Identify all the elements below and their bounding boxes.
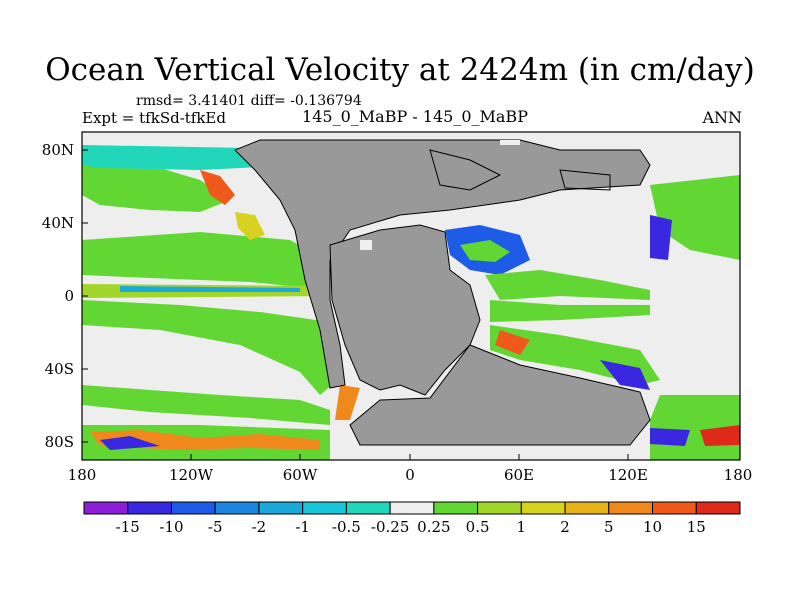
lon-tick-180e: 180 xyxy=(723,466,753,484)
colorbar-label: -1 xyxy=(295,518,310,536)
colorbar-swatch xyxy=(564,501,610,515)
southern-ocean-blue xyxy=(100,436,160,450)
colorbar-label: 10 xyxy=(642,518,663,536)
southern-ocean-green xyxy=(82,385,330,425)
indian-blue-patch xyxy=(600,360,650,390)
gondwana-west-land xyxy=(329,224,481,396)
season-label: ANN xyxy=(702,108,742,127)
experiment-label: Expt = tfkSd-tfkEd xyxy=(82,109,226,127)
indian-equatorial-green xyxy=(485,270,650,300)
north-pacific-green xyxy=(82,160,230,212)
laurasia-land xyxy=(234,139,651,389)
indian-band-green xyxy=(490,300,650,322)
colorbar-swatch xyxy=(652,501,697,515)
colorbar-label: 2 xyxy=(560,518,570,536)
southwest-pacific-red xyxy=(700,425,740,446)
lon-tick-0: 0 xyxy=(405,466,415,484)
pacific-south-band xyxy=(82,300,338,395)
colorbar-label: -15 xyxy=(115,518,140,536)
land-outline-north xyxy=(429,149,502,191)
lat-tick-80n: 80N xyxy=(41,141,74,159)
arctic-gap xyxy=(500,140,520,145)
indian-red-patch xyxy=(495,330,530,355)
center-label: 145_0_MaBP - 145_0_MaBP xyxy=(302,107,528,126)
colorbar-label: 0.25 xyxy=(417,518,451,536)
colorbar-swatch xyxy=(170,501,216,515)
lat-tick-40s: 40S xyxy=(44,360,74,378)
colorbar-label: 1 xyxy=(516,518,527,536)
colorbar-swatch xyxy=(214,501,260,515)
colorbar-swatch xyxy=(477,501,522,515)
lat-tick-80s: 80S xyxy=(44,433,74,451)
colorbar-label: -0.25 xyxy=(370,518,410,536)
colorbar-label: -10 xyxy=(159,518,184,536)
colorbar-label: 5 xyxy=(604,518,614,536)
southwest-pacific-blue xyxy=(650,428,690,446)
colorbar-swatch xyxy=(520,501,566,515)
lon-tick-120e: 120E xyxy=(608,466,648,484)
lon-tick-60w: 60W xyxy=(282,466,318,484)
northwest-pacific-blue xyxy=(650,215,672,260)
antarctica-land xyxy=(349,344,651,446)
lat-tick-40n: 40N xyxy=(41,214,74,232)
pacific-north-band xyxy=(82,232,330,290)
colorbar-label: -2 xyxy=(251,518,267,536)
northwest-pacific-green xyxy=(650,175,740,260)
colorbar-label: -0.5 xyxy=(331,518,361,536)
colorbar-swatch xyxy=(258,501,304,515)
south-atlantic-orange xyxy=(335,385,360,420)
lat-tick-0: 0 xyxy=(64,287,74,305)
axis-ticks xyxy=(82,149,629,460)
stats-label: rmsd= 3.41401 diff= -0.136794 xyxy=(136,93,362,109)
north-pacific-yellow xyxy=(235,212,265,240)
colorbar-swatch xyxy=(695,501,741,515)
colorbar xyxy=(83,501,741,515)
north-pacific-red xyxy=(200,170,235,205)
inland-sea xyxy=(360,240,372,250)
colorbar-label: 15 xyxy=(686,518,706,536)
map-field xyxy=(82,132,740,460)
colorbar-swatch xyxy=(127,501,172,515)
colorbar-swatch xyxy=(433,501,479,515)
lon-tick-180w: 180 xyxy=(67,466,97,484)
lon-tick-120w: 120W xyxy=(168,466,214,484)
colorbar-swatch xyxy=(345,501,391,515)
colorbar-label: -5 xyxy=(207,518,223,536)
colorbar-swatch xyxy=(83,501,129,515)
colorbar-label: 0.5 xyxy=(465,518,490,536)
colorbar-swatch xyxy=(302,501,347,515)
pacific-equatorial-blue xyxy=(120,286,300,292)
colorbar-swatch xyxy=(608,501,654,515)
tethys-green xyxy=(460,240,510,262)
lon-tick-60e: 60E xyxy=(503,466,535,484)
map-title: Ocean Vertical Velocity at 2424m (in cm/… xyxy=(45,52,755,88)
colorbar-swatch xyxy=(389,501,435,515)
land-outline-asia xyxy=(559,169,611,191)
